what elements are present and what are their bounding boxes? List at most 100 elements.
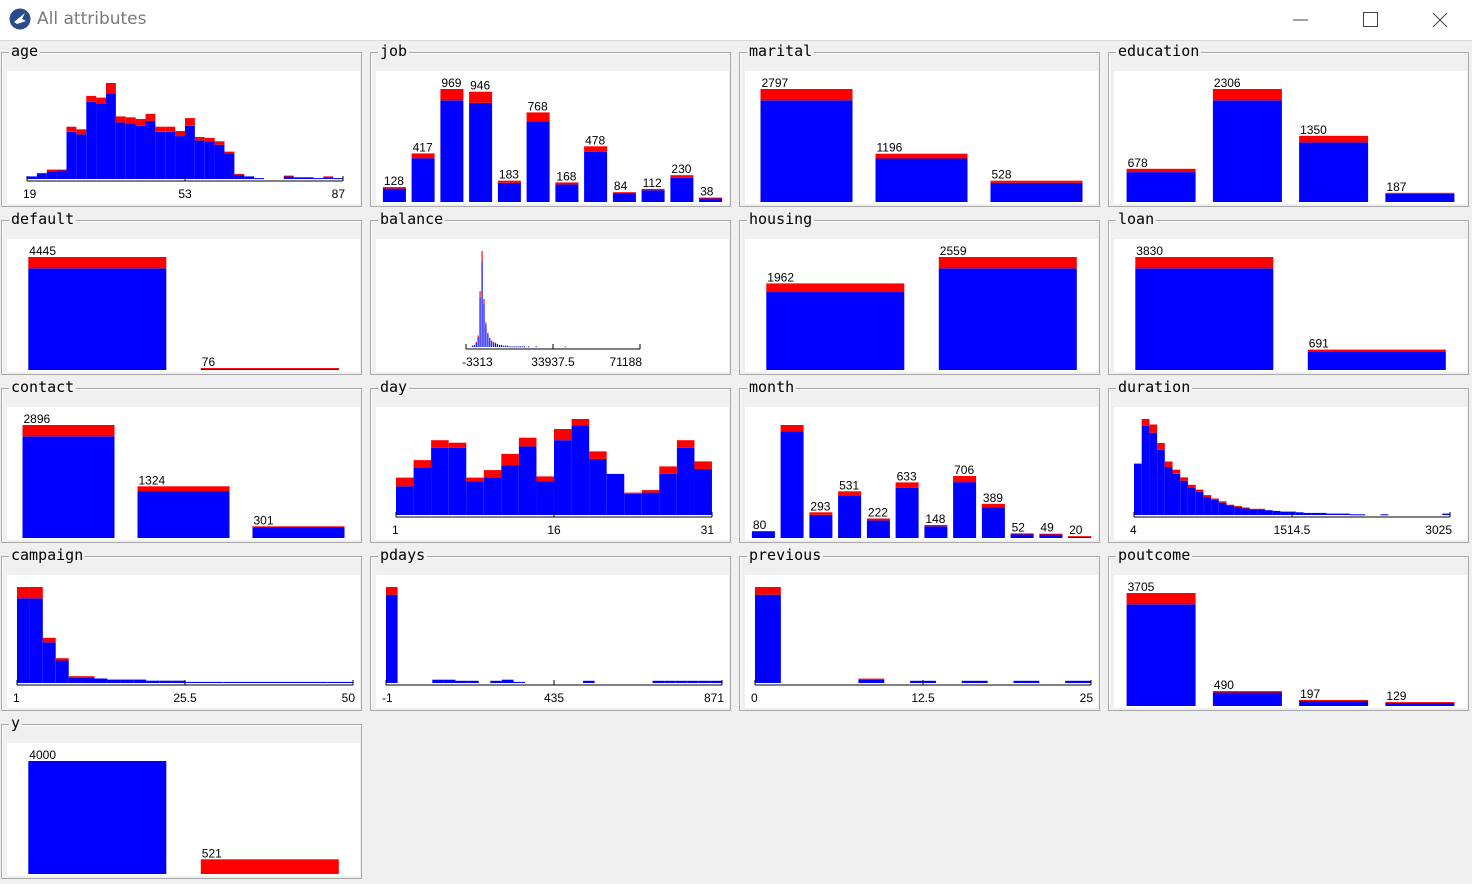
histogram-bin [506, 345, 508, 347]
plot-area: -3313 33937.5 71188 [376, 239, 729, 372]
bar-primary [555, 184, 579, 202]
bin-secondary [17, 587, 30, 599]
bin-primary [583, 680, 595, 683]
attribute-panel-balance[interactable]: balance -3313 33937.5 71188 [370, 210, 731, 375]
histogram-bin [675, 680, 688, 683]
plot-area: 4 1514.5 3025 [1114, 407, 1467, 540]
bar-primary [1126, 604, 1196, 706]
bin-primary [710, 680, 722, 683]
bin-primary [204, 141, 215, 179]
histogram-bin [333, 178, 343, 180]
bin-primary [481, 261, 483, 347]
close-button[interactable] [1406, 0, 1472, 40]
bin-primary [471, 345, 473, 347]
bin-secondary [1226, 504, 1235, 506]
attribute-panel-age[interactable]: age 19 53 87 [1, 43, 362, 207]
bin-primary [249, 681, 263, 683]
bar-secondary [981, 503, 1005, 508]
chart-default: 4445 76 [28, 244, 339, 370]
bin-primary [1442, 513, 1451, 515]
bar-value-label: 417 [413, 140, 433, 154]
panel-frame [370, 52, 731, 207]
histogram-bin [520, 346, 522, 348]
title-bar: All attributes [0, 0, 1472, 41]
attribute-panel-default[interactable]: default 4445 76 [1, 211, 362, 375]
bar-primary [584, 151, 608, 202]
bin-primary [524, 346, 526, 348]
histogram-bin [1013, 680, 1040, 683]
histogram-bin [485, 322, 487, 347]
attribute-panel-previous[interactable]: previous 0 12.5 25 [739, 547, 1100, 711]
bin-primary [1065, 680, 1092, 683]
chart-day: 1 16 31 [392, 419, 715, 537]
attribute-panel-job[interactable]: job 128 417 969 946 183 768 168 478 84 112 230 38 [370, 43, 731, 207]
histogram-bin [293, 177, 304, 179]
chart-marital: 2797 1196 528 [760, 76, 1083, 202]
bar-value-label: 197 [1300, 687, 1320, 701]
bin-primary [42, 642, 56, 683]
histogram-bin [275, 681, 289, 683]
bin-secondary [29, 587, 43, 599]
histogram-bin [513, 681, 525, 683]
window-title: All attributes [37, 9, 147, 29]
bin-primary [120, 679, 134, 683]
maximize-button[interactable] [1336, 0, 1406, 40]
histogram-bin [1257, 508, 1266, 515]
bird-logo-icon[interactable] [9, 8, 31, 30]
chart-balance: -3313 33937.5 71188 [462, 251, 642, 369]
attribute-panel-housing[interactable]: housing 1962 2559 [739, 211, 1100, 375]
attribute-panel-y[interactable]: y 4000 521 [1, 714, 362, 879]
tick-label: 31 [701, 523, 715, 537]
bar-secondary [699, 197, 723, 199]
bar-month-11 [1068, 536, 1092, 538]
attribute-panel-month[interactable]: month 80 293 531 222 633 148 706 389 52 49 20 [739, 379, 1100, 543]
bin-primary [1172, 473, 1181, 515]
minimize-button[interactable] [1266, 0, 1336, 40]
bin-primary [466, 481, 484, 515]
attribute-panel-poutcome[interactable]: poutcome 3705 490 197 129 [1108, 547, 1469, 711]
bar-education-3 [1385, 192, 1455, 202]
histogram-bin [676, 440, 695, 515]
bar-marital-2 [990, 180, 1083, 202]
attribute-panel-duration[interactable]: duration 4 1514.5 3025 [1108, 378, 1469, 543]
bin-primary [234, 174, 245, 179]
bar-job-2 [440, 89, 464, 202]
histogram-bin [466, 477, 484, 515]
attribute-panel-pdays[interactable]: pdays -1 435 871 [370, 547, 731, 711]
attribute-panel-marital[interactable]: marital 2797 1196 528 [739, 43, 1100, 207]
histogram-bin [210, 681, 224, 683]
histogram-bin [175, 131, 185, 179]
bar-primary [1039, 534, 1063, 538]
attribute-panel-contact[interactable]: contact 2896 1324 301 [1, 379, 362, 543]
bin-primary [536, 481, 554, 515]
bar-value-label: 1962 [767, 270, 794, 284]
panel-title-duration: duration [1116, 378, 1193, 396]
bin-primary [107, 679, 121, 683]
bin-secondary [386, 587, 398, 595]
histogram-bin [159, 680, 173, 683]
attribute-panel-day[interactable]: day 1 16 31 [370, 379, 731, 543]
bin-primary [571, 425, 590, 515]
histogram-bin [483, 299, 485, 347]
attribute-panel-education[interactable]: education 678 2306 1350 187 [1108, 43, 1469, 207]
bin-primary [659, 473, 677, 515]
panel-title-balance: balance [378, 210, 446, 228]
bar-job-9 [641, 188, 665, 202]
attribute-panel-loan[interactable]: loan 3830 691 [1108, 211, 1469, 375]
panel-title-campaign: campaign [9, 546, 86, 564]
histogram-bin [518, 437, 537, 515]
attribute-panel-campaign[interactable]: campaign 1 25.5 50 [1, 546, 362, 711]
plot-area: -1 435 871 [376, 575, 729, 708]
panel-title-y: y [9, 714, 23, 732]
bin-primary [115, 122, 126, 179]
histogram-bin [498, 344, 501, 347]
bin-primary [27, 176, 37, 179]
bar-secondary [137, 486, 230, 492]
bar-contact-1 [137, 486, 230, 538]
bar-primary [866, 520, 890, 538]
bar-month-4 [866, 518, 890, 538]
histogram-bin [477, 335, 479, 347]
histogram-bin [185, 681, 198, 683]
bin-primary [485, 325, 487, 347]
bar-value-label: 678 [1128, 156, 1148, 170]
